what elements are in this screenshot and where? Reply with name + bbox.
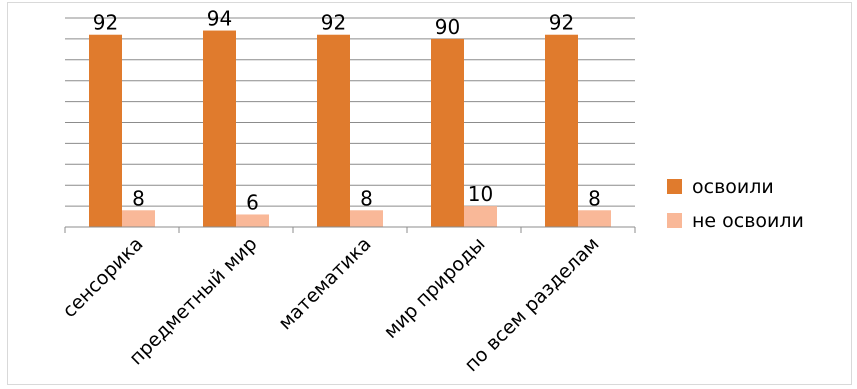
data-label: 90 [435, 15, 460, 39]
legend: освоили не освоили [667, 176, 804, 232]
bar-not-mastered [122, 210, 155, 227]
data-label: 94 [207, 7, 232, 31]
value-labels: 92 94 92 90 92 8 6 8 10 8 [93, 7, 601, 215]
legend-label: не освоили [692, 210, 804, 232]
legend-swatch [667, 213, 682, 228]
bar-not-mastered [578, 210, 611, 227]
category-label: предметный мир [125, 233, 261, 369]
data-label: 92 [321, 11, 346, 35]
data-label: 8 [132, 186, 145, 210]
data-label: 10 [468, 182, 493, 206]
data-label: 8 [588, 186, 601, 210]
bar-not-mastered [464, 206, 497, 227]
data-label: 6 [246, 190, 259, 214]
bar-mastered [203, 30, 236, 227]
bar-not-mastered [350, 210, 383, 227]
bar-mastered [89, 34, 122, 227]
bar-mastered [431, 38, 464, 228]
x-axis [64, 226, 636, 233]
legend-label: освоили [692, 176, 774, 198]
data-label: 92 [93, 11, 118, 35]
bar-not-mastered [236, 214, 269, 227]
category-label: сенсорика [58, 233, 147, 322]
data-label: 8 [360, 186, 373, 210]
chart-frame [7, 2, 852, 385]
bar-mastered [317, 34, 350, 227]
data-label: 92 [549, 11, 574, 35]
bars [89, 30, 611, 228]
category-label: математика [274, 233, 375, 334]
category-label: мир природы [380, 233, 490, 343]
legend-swatch [667, 179, 682, 194]
bar-mastered [545, 34, 578, 227]
